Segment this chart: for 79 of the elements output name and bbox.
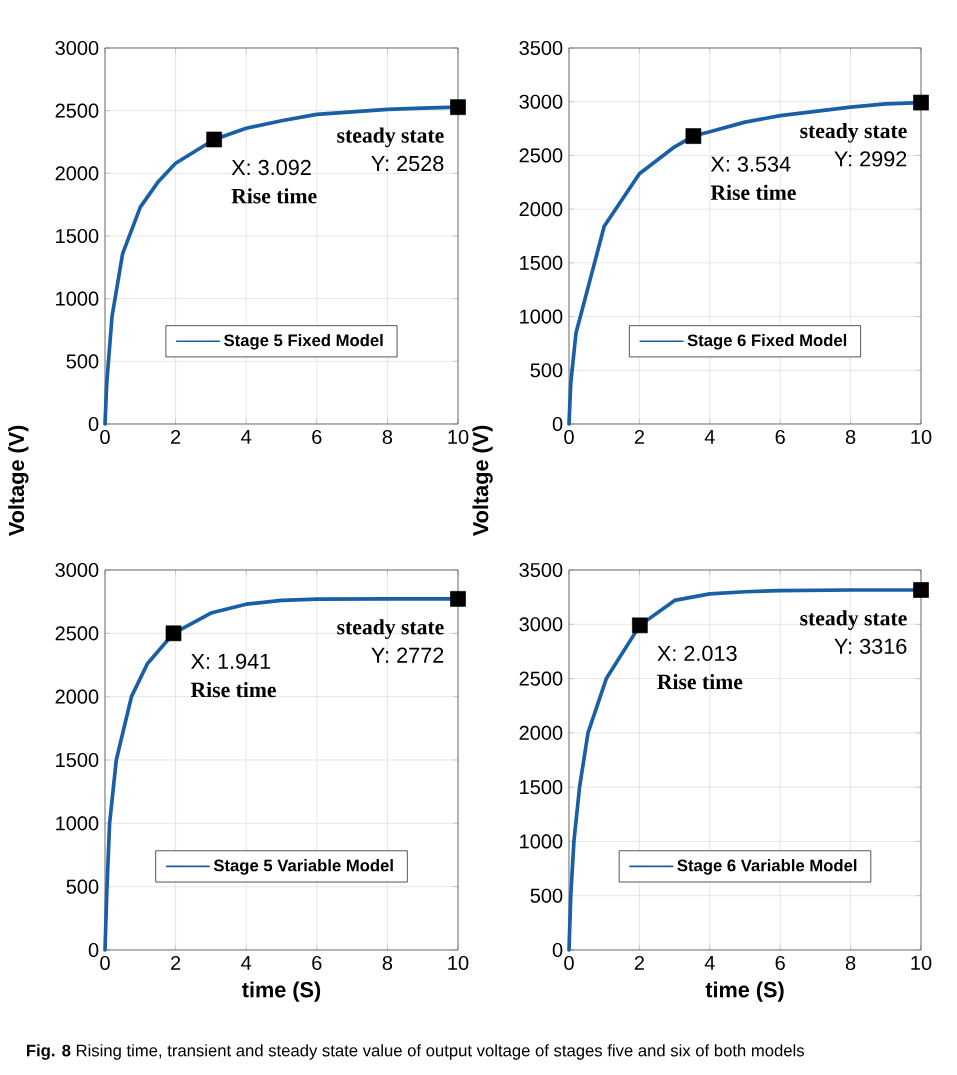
x-tick-label: 4 — [704, 429, 715, 444]
x-tick-label: 6 — [312, 955, 322, 971]
annotation: X: 3.534 — [710, 156, 791, 172]
y-tick-label: 1000 — [520, 834, 563, 849]
text: Fig. 8 Rising time, transient and steady state value of output voltage of stages five and six of both models — [26, 1044, 804, 1060]
y-tick-label: 3000 — [519, 617, 563, 632]
y-tick-label: 2500 — [55, 103, 99, 118]
x-tick-label: 10 — [911, 429, 932, 445]
y-tick-label: 2500 — [519, 148, 563, 163]
y-tick-label: 1500 — [520, 255, 563, 270]
y-tick-label: 1000 — [520, 309, 563, 324]
y-tick-label: 500 — [530, 363, 563, 378]
y-tick-label: 500 — [66, 879, 99, 894]
annotation: X: 2.013 — [657, 645, 737, 662]
legend-label: Stage 6 Fixed Model — [687, 333, 847, 350]
y-tick-label: 3500 — [519, 40, 563, 56]
y-tick-label: 1000 — [56, 816, 99, 831]
x-axis-title: time (S) — [705, 981, 784, 1002]
y-tick-label: 3000 — [519, 94, 563, 109]
y-tick-label: 0 — [88, 416, 99, 432]
x-tick-label: 4 — [241, 955, 252, 970]
y-tick-label: 2000 — [55, 689, 99, 704]
legend-label: Stage 6 Variable Model — [677, 859, 857, 875]
annotation: steady state — [800, 610, 907, 631]
x-tick-label: 8 — [845, 955, 856, 971]
annotation: steady state — [337, 127, 444, 148]
y-tick-label: 2000 — [519, 202, 563, 217]
x-tick-label: 4 — [704, 955, 715, 970]
legend-label: Stage 5 Fixed Model — [224, 333, 383, 350]
annotation: Rise time — [231, 188, 317, 204]
y-axis-title: Voltage (V) — [472, 425, 493, 537]
x-tick-label: 0 — [564, 955, 574, 971]
x-axis-title: time (S) — [242, 981, 321, 1002]
y-axis-title: Voltage (V) — [8, 425, 29, 537]
x-tick-label: 8 — [845, 429, 856, 445]
x-tick-label: 8 — [382, 429, 393, 445]
y-tick-label: 0 — [552, 416, 563, 432]
x-tick-label: 6 — [775, 429, 785, 445]
legend-label: Stage 5 Variable Model — [213, 859, 393, 875]
annotation: Y: 2992 — [834, 151, 907, 167]
y-tick-label: 1500 — [56, 752, 99, 768]
y-tick-label: 500 — [66, 354, 99, 369]
x-tick-label: 0 — [100, 955, 110, 971]
annotation: Y: 2528 — [371, 155, 444, 172]
x-tick-label: 0 — [564, 429, 574, 445]
annotation: Rise time — [190, 682, 276, 698]
y-tick-label: 1500 — [56, 228, 99, 244]
annotation: Y: 3316 — [834, 638, 907, 654]
x-tick-label: 2 — [171, 429, 181, 444]
y-tick-label: 1500 — [520, 780, 563, 795]
annotation: steady state — [800, 122, 907, 143]
y-tick-label: 2000 — [55, 166, 99, 181]
y-tick-label: 500 — [530, 888, 563, 903]
x-tick-label: 4 — [241, 429, 252, 444]
annotation: Y: 2772 — [371, 647, 444, 663]
annotation: X: 1.941 — [191, 653, 271, 669]
x-tick-label: 2 — [634, 429, 644, 444]
x-tick-label: 6 — [312, 429, 322, 445]
annotation: steady state — [337, 619, 444, 639]
y-tick-label: 2000 — [519, 725, 563, 740]
x-tick-label: 10 — [448, 429, 469, 445]
y-tick-label: 3000 — [55, 40, 99, 56]
y-tick-label: 2500 — [519, 671, 563, 686]
x-tick-label: 10 — [448, 955, 469, 971]
y-tick-label: 0 — [552, 942, 563, 958]
y-tick-label: 1000 — [56, 291, 99, 306]
annotation: Rise time — [710, 184, 796, 200]
x-tick-label: 10 — [911, 955, 932, 971]
x-tick-label: 2 — [634, 955, 644, 970]
y-tick-label: 0 — [88, 942, 99, 958]
y-tick-label: 3500 — [519, 562, 563, 578]
annotation: Rise time — [657, 674, 743, 690]
x-tick-label: 8 — [382, 955, 393, 971]
y-tick-label: 3000 — [55, 562, 99, 578]
annotation: X: 3.092 — [231, 159, 311, 176]
x-tick-label: 6 — [775, 955, 785, 971]
x-tick-label: 2 — [171, 955, 181, 970]
y-tick-label: 2500 — [55, 626, 99, 641]
x-tick-label: 0 — [100, 429, 110, 445]
